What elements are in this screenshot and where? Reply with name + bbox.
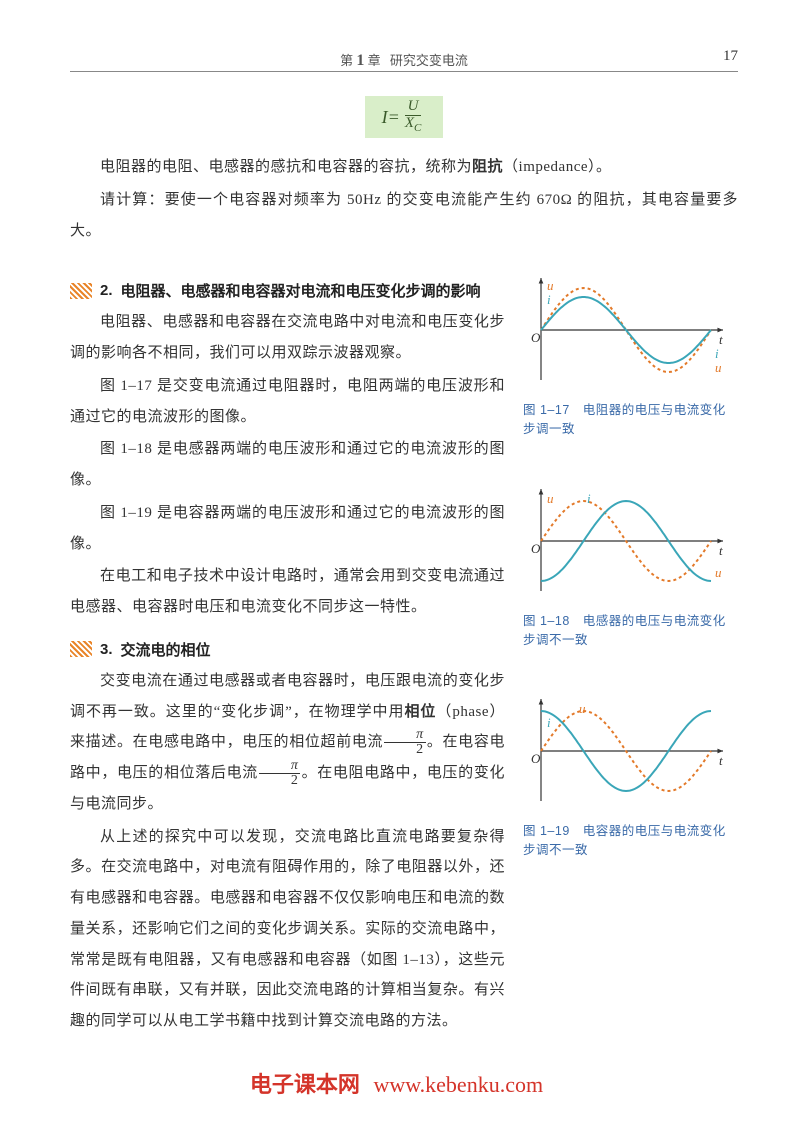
page-number: 17 xyxy=(723,48,738,65)
s2-p3: 图 1–18 是电感器两端的电压波形和通过它的电流波形的图像。 xyxy=(70,434,505,496)
wave-diagram-resistor: Otuiiu xyxy=(523,270,728,390)
svg-text:O: O xyxy=(531,330,541,345)
svg-text:t: t xyxy=(719,332,723,347)
figure-1-17: Otuiiu 图 1–17 电阻器的电压与电流变化步调一致 xyxy=(523,270,738,439)
frac-den: 2 xyxy=(259,774,301,788)
formula-den-base: X xyxy=(405,115,414,131)
s3-p2: 从上述的探究中可以发现，交流电路比直流电路要复杂得多。在交流电路中，对电流有阻碍… xyxy=(70,822,505,1037)
text: （ xyxy=(436,704,452,720)
formula-denominator: XC xyxy=(402,116,425,135)
intro-block: 电阻器的电阻、电感器的感抗和电容器的容抗，统称为阻抗（impedance）。 请… xyxy=(70,152,738,246)
figure-1-19: Ot u i 图 1–19 电容器的电压与电流变化步调不一致 xyxy=(523,691,738,860)
page-header: 第 1 章 研究交变电流 17 xyxy=(70,50,738,72)
frac-den: 2 xyxy=(384,743,426,757)
intro-p1: 电阻器的电阻、电感器的感抗和电容器的容抗，统称为阻抗（impedance）。 xyxy=(70,152,738,183)
formula-numerator: U xyxy=(405,99,422,116)
term-impedance-en: impedance xyxy=(519,159,588,175)
section-2-heading: 2. 电阻器、电感器和电容器对电流和电压变化步调的影响 xyxy=(70,280,505,301)
section-3-number: 3. xyxy=(100,641,113,658)
intro-p2: 请计算：要使一个电容器对频率为 50Hz 的交变电流能产生约 670Ω 的阻抗，… xyxy=(70,185,738,247)
chapter-name: 研究交变电流 xyxy=(390,53,468,68)
svg-text:u: u xyxy=(715,565,722,580)
svg-text:i: i xyxy=(715,346,719,361)
figure-1-17-caption: 图 1–17 电阻器的电压与电流变化步调一致 xyxy=(523,401,738,439)
svg-text:i: i xyxy=(587,491,591,506)
chapter-suffix: 章 xyxy=(368,53,381,68)
svg-text:i: i xyxy=(547,292,551,307)
s2-p1: 电阻器、电感器和电容器在交流电路中对电流和电压变化步调的影响各不相同，我们可以用… xyxy=(70,307,505,369)
wave-diagram-inductor: Otuiu xyxy=(523,481,728,601)
svg-text:u: u xyxy=(547,278,554,293)
figure-1-19-caption: 图 1–19 电容器的电压与电流变化步调不一致 xyxy=(523,822,738,860)
figure-1-18-caption: 图 1–18 电感器的电压与电流变化步调不一致 xyxy=(523,612,738,650)
two-column-layout: 2. 电阻器、电感器和电容器对电流和电压变化步调的影响 电阻器、电感器和电容器在… xyxy=(70,264,738,1039)
section-2-title: 电阻器、电感器和电容器对电流和电压变化步调的影响 xyxy=(121,280,481,301)
svg-text:u: u xyxy=(579,701,586,716)
s2-p5: 在电工和电子技术中设计电路时，通常会用到交变电流通过电感器、电容器时电压和电流变… xyxy=(70,561,505,623)
svg-text:O: O xyxy=(531,751,541,766)
frac-num: π xyxy=(259,759,301,774)
svg-text:i: i xyxy=(547,715,551,730)
chapter-number: 1 xyxy=(356,52,364,69)
term-phase: 相位 xyxy=(404,703,436,720)
formula-fraction: U XC xyxy=(402,99,425,134)
s2-p2: 图 1–17 是交变电流通过电阻器时，电阻两端的电压波形和通过它的电流波形的图像… xyxy=(70,371,505,433)
page: 第 1 章 研究交变电流 17 I = U XC 电阻器的电阻、电感器的感抗和电… xyxy=(0,0,793,1121)
right-column: Otuiiu 图 1–17 电阻器的电压与电流变化步调一致 Otuiu 图 1–… xyxy=(523,264,738,1039)
section-3-title: 交流电的相位 xyxy=(121,639,211,660)
fraction-pi-2: π2 xyxy=(259,759,301,788)
watermark: 电子课本网 www.kebenku.com xyxy=(0,1067,793,1099)
frac-num: π xyxy=(384,728,426,743)
text: ）。 xyxy=(588,159,612,175)
figure-1-18: Otuiu 图 1–18 电感器的电压与电流变化步调不一致 xyxy=(523,481,738,650)
formula-impedance-current: I = U XC xyxy=(365,96,443,138)
chapter-title: 第 1 章 研究交变电流 xyxy=(70,50,738,70)
formula-eq: = xyxy=(388,107,400,128)
term-phase-en: phase xyxy=(452,704,489,720)
watermark-cn: 电子课本网 xyxy=(250,1072,360,1097)
svg-text:O: O xyxy=(531,541,541,556)
section-2-number: 2. xyxy=(100,282,113,299)
text: （ xyxy=(503,159,519,175)
section-3-heading: 3. 交流电的相位 xyxy=(70,639,505,660)
svg-text:t: t xyxy=(719,543,723,558)
svg-text:u: u xyxy=(547,491,554,506)
term-impedance: 阻抗 xyxy=(472,158,503,175)
section-marker-icon xyxy=(70,283,92,299)
svg-text:u: u xyxy=(715,360,722,375)
s2-p4: 图 1–19 是电容器两端的电压波形和通过它的电流波形的图像。 xyxy=(70,498,505,560)
section-2-body: 电阻器、电感器和电容器在交流电路中对电流和电压变化步调的影响各不相同，我们可以用… xyxy=(70,307,505,623)
formula-den-sub: C xyxy=(414,122,421,134)
section-3-body: 交变电流在通过电感器或者电容器时，电压跟电流的变化步调不再一致。这里的“变化步调… xyxy=(70,666,505,1037)
left-column: 2. 电阻器、电感器和电容器对电流和电压变化步调的影响 电阻器、电感器和电容器在… xyxy=(70,264,505,1039)
watermark-url: www.kebenku.com xyxy=(373,1072,543,1097)
svg-text:t: t xyxy=(719,753,723,768)
text: 电阻器的电阻、电感器的感抗和电容器的容抗，统称为 xyxy=(100,159,472,175)
wave-diagram-capacitor: Ot u i xyxy=(523,691,728,811)
s3-p1: 交变电流在通过电感器或者电容器时，电压跟电流的变化步调不再一致。这里的“变化步调… xyxy=(70,666,505,820)
section-marker-icon xyxy=(70,641,92,657)
chapter-prefix: 第 xyxy=(340,53,353,68)
fraction-pi-2: π2 xyxy=(384,728,426,757)
